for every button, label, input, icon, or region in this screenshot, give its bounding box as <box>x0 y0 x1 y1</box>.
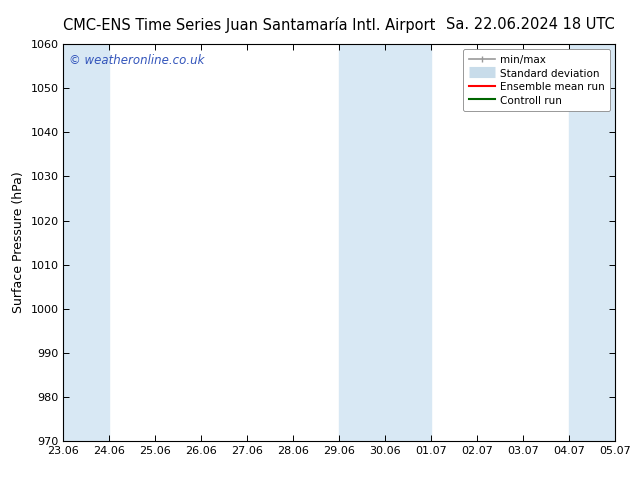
Bar <box>63 44 110 441</box>
Bar <box>569 44 615 441</box>
Y-axis label: Surface Pressure (hPa): Surface Pressure (hPa) <box>12 172 25 314</box>
Legend: min/max, Standard deviation, Ensemble mean run, Controll run: min/max, Standard deviation, Ensemble me… <box>463 49 610 111</box>
Text: © weatheronline.co.uk: © weatheronline.co.uk <box>69 54 204 67</box>
Text: Sa. 22.06.2024 18 UTC: Sa. 22.06.2024 18 UTC <box>446 17 615 32</box>
Text: CMC-ENS Time Series Juan Santamaría Intl. Airport: CMC-ENS Time Series Juan Santamaría Intl… <box>63 17 436 33</box>
Bar <box>339 44 431 441</box>
